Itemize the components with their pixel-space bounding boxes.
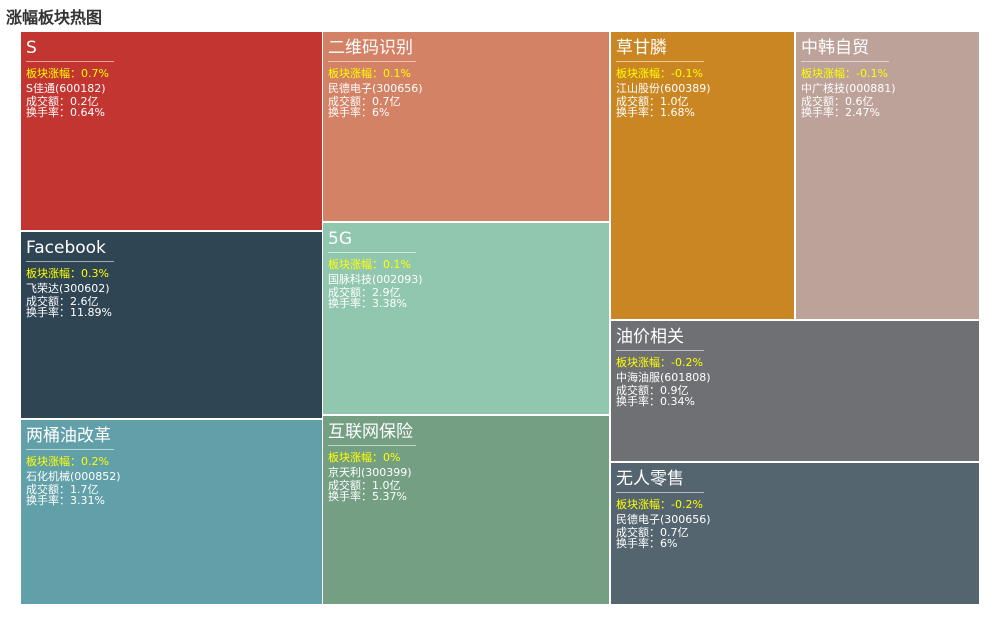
sector-name: 中韩自贸 [801, 37, 889, 62]
sector-volume: 成交额：0.7亿 [616, 526, 689, 539]
treemap-tile[interactable]: 草甘膦板块涨幅：-0.1% 江山股份(600389) 成交额：1.0亿 换手率：1.6… [611, 32, 794, 319]
sector-name: 无人零售 [616, 468, 704, 493]
treemap-tile[interactable]: 二维码识别板块涨幅：0.1% 民德电子(300656) 成交额：0.7亿 换手率：6% [323, 32, 609, 221]
leading-stock: 京天利(300399) [328, 466, 412, 479]
leading-stock: 民德电子(300656) [328, 82, 423, 95]
sector-change: 板块涨幅：-0.1% [616, 67, 703, 80]
treemap-tile[interactable]: 无人零售板块涨幅：-0.2% 民德电子(300656) 成交额：0.7亿 换手率：6% [611, 463, 979, 604]
sector-name: S [26, 37, 114, 62]
sector-turnover: 换手率：11.89% [26, 306, 112, 319]
sector-change: 板块涨幅：0.2% [26, 455, 109, 468]
leading-stock: 国脉科技(002093) [328, 273, 423, 286]
sector-name: 草甘膦 [616, 37, 704, 62]
sector-name: 油价相关 [616, 326, 704, 351]
page-title: 涨幅板块热图 [6, 8, 103, 27]
leading-stock: 中广核技(000881) [801, 82, 896, 95]
leading-stock: 飞荣达(300602) [26, 282, 110, 295]
sector-change: 板块涨幅：0.1% [328, 258, 411, 271]
sector-name: Facebook [26, 237, 114, 262]
sector-name: 二维码识别 [328, 37, 416, 62]
treemap-tile[interactable]: 油价相关板块涨幅：-0.2% 中海油服(601808) 成交额：0.9亿 换手率：0.… [611, 321, 979, 461]
leading-stock: 中海油服(601808) [616, 371, 711, 384]
treemap-tile[interactable]: 两桶油改革板块涨幅：0.2% 石化机械(000852) 成交额：1.7亿 换手率：3.… [21, 420, 322, 604]
sector-name: 互联网保险 [328, 421, 416, 446]
sector-turnover: 换手率：6% [616, 537, 678, 550]
sector-volume: 成交额：1.0亿 [616, 95, 689, 108]
sector-turnover: 换手率：3.38% [328, 297, 407, 310]
sector-turnover: 换手率：6% [328, 106, 390, 119]
sector-change: 板块涨幅：-0.1% [801, 67, 888, 80]
sector-volume: 成交额：2.9亿 [328, 286, 401, 299]
sector-volume: 成交额：0.2亿 [26, 95, 99, 108]
treemap-tile[interactable]: 5G 板块涨幅：0.1% 国脉科技(002093) 成交额：2.9亿 换手率：3.38% [323, 223, 609, 414]
sector-change: 板块涨幅：0.7% [26, 67, 109, 80]
sector-change: 板块涨幅：-0.2% [616, 356, 703, 369]
sector-change: 板块涨幅：0.3% [26, 267, 109, 280]
sector-change: 板块涨幅：0.1% [328, 67, 411, 80]
sector-name: 两桶油改革 [26, 425, 114, 450]
sector-turnover: 换手率：3.31% [26, 494, 105, 507]
treemap-tile[interactable]: S 板块涨幅：0.7% S佳通(600182) 成交额：0.2亿 换手率：0.64% [21, 32, 322, 230]
sector-volume: 成交额：0.7亿 [328, 95, 401, 108]
leading-stock: 石化机械(000852) [26, 470, 121, 483]
sector-volume: 成交额：1.7亿 [26, 483, 99, 496]
sector-turnover: 换手率：0.64% [26, 106, 105, 119]
sector-volume: 成交额：0.9亿 [616, 384, 689, 397]
sector-turnover: 换手率：1.68% [616, 106, 695, 119]
treemap-tile[interactable]: 中韩自贸板块涨幅：-0.1% 中广核技(000881) 成交额：0.6亿 换手率：2.… [796, 32, 979, 319]
sector-volume: 成交额：0.6亿 [801, 95, 874, 108]
sector-volume: 成交额：1.0亿 [328, 479, 401, 492]
sector-change: 板块涨幅：-0.2% [616, 498, 703, 511]
sector-name: 5G [328, 228, 416, 253]
sector-turnover: 换手率：0.34% [616, 395, 695, 408]
sector-turnover: 换手率：5.37% [328, 490, 407, 503]
leading-stock: 民德电子(300656) [616, 513, 711, 526]
treemap-tile[interactable]: 互联网保险板块涨幅：0% 京天利(300399) 成交额：1.0亿 换手率：5.37% [323, 416, 609, 604]
treemap-tile[interactable]: Facebook 板块涨幅：0.3% 飞荣达(300602) 成交额：2.6亿 换手率：… [21, 232, 322, 418]
sector-change: 板块涨幅：0% [328, 451, 401, 464]
sector-turnover: 换手率：2.47% [801, 106, 880, 119]
leading-stock: S佳通(600182) [26, 82, 106, 95]
leading-stock: 江山股份(600389) [616, 82, 711, 95]
sector-volume: 成交额：2.6亿 [26, 295, 99, 308]
